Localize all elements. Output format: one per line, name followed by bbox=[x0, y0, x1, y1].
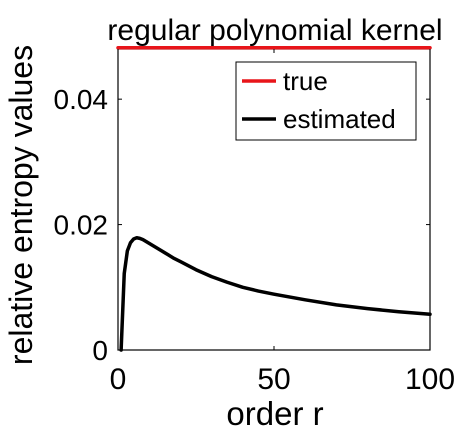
x-axis-label: order r bbox=[226, 395, 323, 432]
series-line-estimated bbox=[119, 236, 432, 352]
y-axis-label: relative entropy values bbox=[3, 45, 39, 365]
legend-label-estimated: estimated bbox=[283, 104, 396, 134]
x-tick-label: 50 bbox=[257, 363, 290, 396]
y-tick-label: 0.02 bbox=[54, 210, 109, 241]
y-tick-label: 0 bbox=[92, 335, 108, 366]
y-axis: 0 0.02 0.04 bbox=[54, 84, 430, 366]
x-axis: 0 50 100 bbox=[110, 49, 455, 396]
y-tick-label: 0.04 bbox=[54, 84, 109, 115]
legend: true estimated bbox=[235, 61, 417, 141]
legend-box bbox=[235, 61, 417, 141]
x-tick-label: 0 bbox=[110, 363, 127, 396]
x-tick-label: 100 bbox=[405, 363, 455, 396]
legend-label-true: true bbox=[283, 66, 328, 96]
chart-title: regular polynomial kernel bbox=[107, 14, 442, 47]
